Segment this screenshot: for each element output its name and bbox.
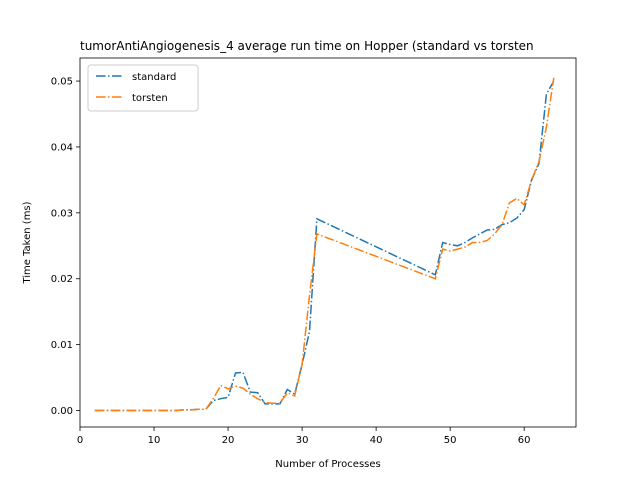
- x-tick-label: 0: [77, 435, 83, 446]
- y-axis-label: Time Taken (ms): [22, 201, 33, 284]
- legend-label-torsten: torsten: [132, 93, 168, 104]
- y-tick-label: 0.04: [51, 142, 73, 153]
- y-tick-label: 0.00: [51, 406, 73, 417]
- x-tick-label: 40: [370, 435, 383, 446]
- plot-frame: [79, 57, 577, 428]
- plot-area: [94, 77, 555, 412]
- x-tick-label: 20: [222, 435, 235, 446]
- x-axis: 0 10 20 30 40 50 60: [77, 427, 531, 446]
- y-axis: 0.00 0.01 0.02 0.03 0.04 0.05: [51, 77, 80, 417]
- x-tick-label: 50: [444, 435, 457, 446]
- x-tick-label: 60: [518, 435, 531, 446]
- x-tick-label: 30: [296, 435, 309, 446]
- chart-title: tumorAntiAngiogenesis_4 average run time…: [80, 39, 534, 53]
- y-tick-label: 0.02: [51, 274, 73, 285]
- series-line-standard: [94, 80, 555, 412]
- y-tick-label: 0.01: [51, 340, 73, 351]
- x-tick-label: 10: [148, 435, 161, 446]
- y-tick-label: 0.05: [51, 77, 73, 88]
- legend: standard torsten: [87, 64, 199, 112]
- y-tick-label: 0.03: [51, 208, 73, 219]
- x-axis-label: Number of Processes: [275, 459, 380, 470]
- legend-label-standard: standard: [132, 72, 176, 83]
- series-line-torsten: [94, 77, 555, 412]
